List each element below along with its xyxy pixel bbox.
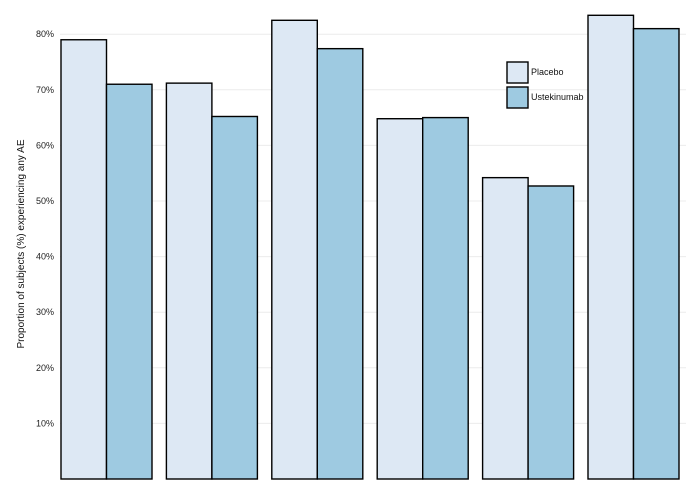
bar-ustekinumab-2 <box>211 115 259 480</box>
bar-placebo-1 <box>60 39 108 480</box>
gridlines <box>60 33 686 424</box>
y-tick-label: 10% <box>36 418 54 428</box>
legend-swatch <box>506 61 529 84</box>
bar-placebo-2 <box>165 82 213 480</box>
y-tick-label: 70% <box>36 85 54 95</box>
bar-ustekinumab-5 <box>527 185 575 480</box>
y-tick-label: 80% <box>36 29 54 39</box>
bar-placebo-6 <box>587 14 635 480</box>
bar-placebo-3 <box>271 19 318 480</box>
bar-ustekinumab-1 <box>105 83 153 480</box>
y-axis-label: Proportion of subjects (%) experiencing … <box>16 139 27 348</box>
bar-ustekinumab-3 <box>316 47 364 480</box>
bar-ustekinumab-4 <box>422 116 469 480</box>
legend-label: Ustekinumab <box>531 92 584 102</box>
y-tick-label: 20% <box>36 363 54 373</box>
bars <box>60 14 680 480</box>
y-tick-label: 60% <box>36 140 54 150</box>
bar-ustekinumab-6 <box>632 27 680 480</box>
legend-label: Placebo <box>531 67 564 77</box>
y-tick-label: 30% <box>36 307 54 317</box>
legend-swatch <box>506 86 529 109</box>
bar-placebo-4 <box>376 118 424 480</box>
y-tick-label: 40% <box>36 252 54 262</box>
y-ticks: 10% 20% 30% 40% 50% 60% 70% 80% <box>36 29 54 428</box>
y-tick-label: 50% <box>36 196 54 206</box>
bar-placebo-5 <box>481 176 529 480</box>
legend: Placebo Ustekinumab <box>506 61 584 109</box>
